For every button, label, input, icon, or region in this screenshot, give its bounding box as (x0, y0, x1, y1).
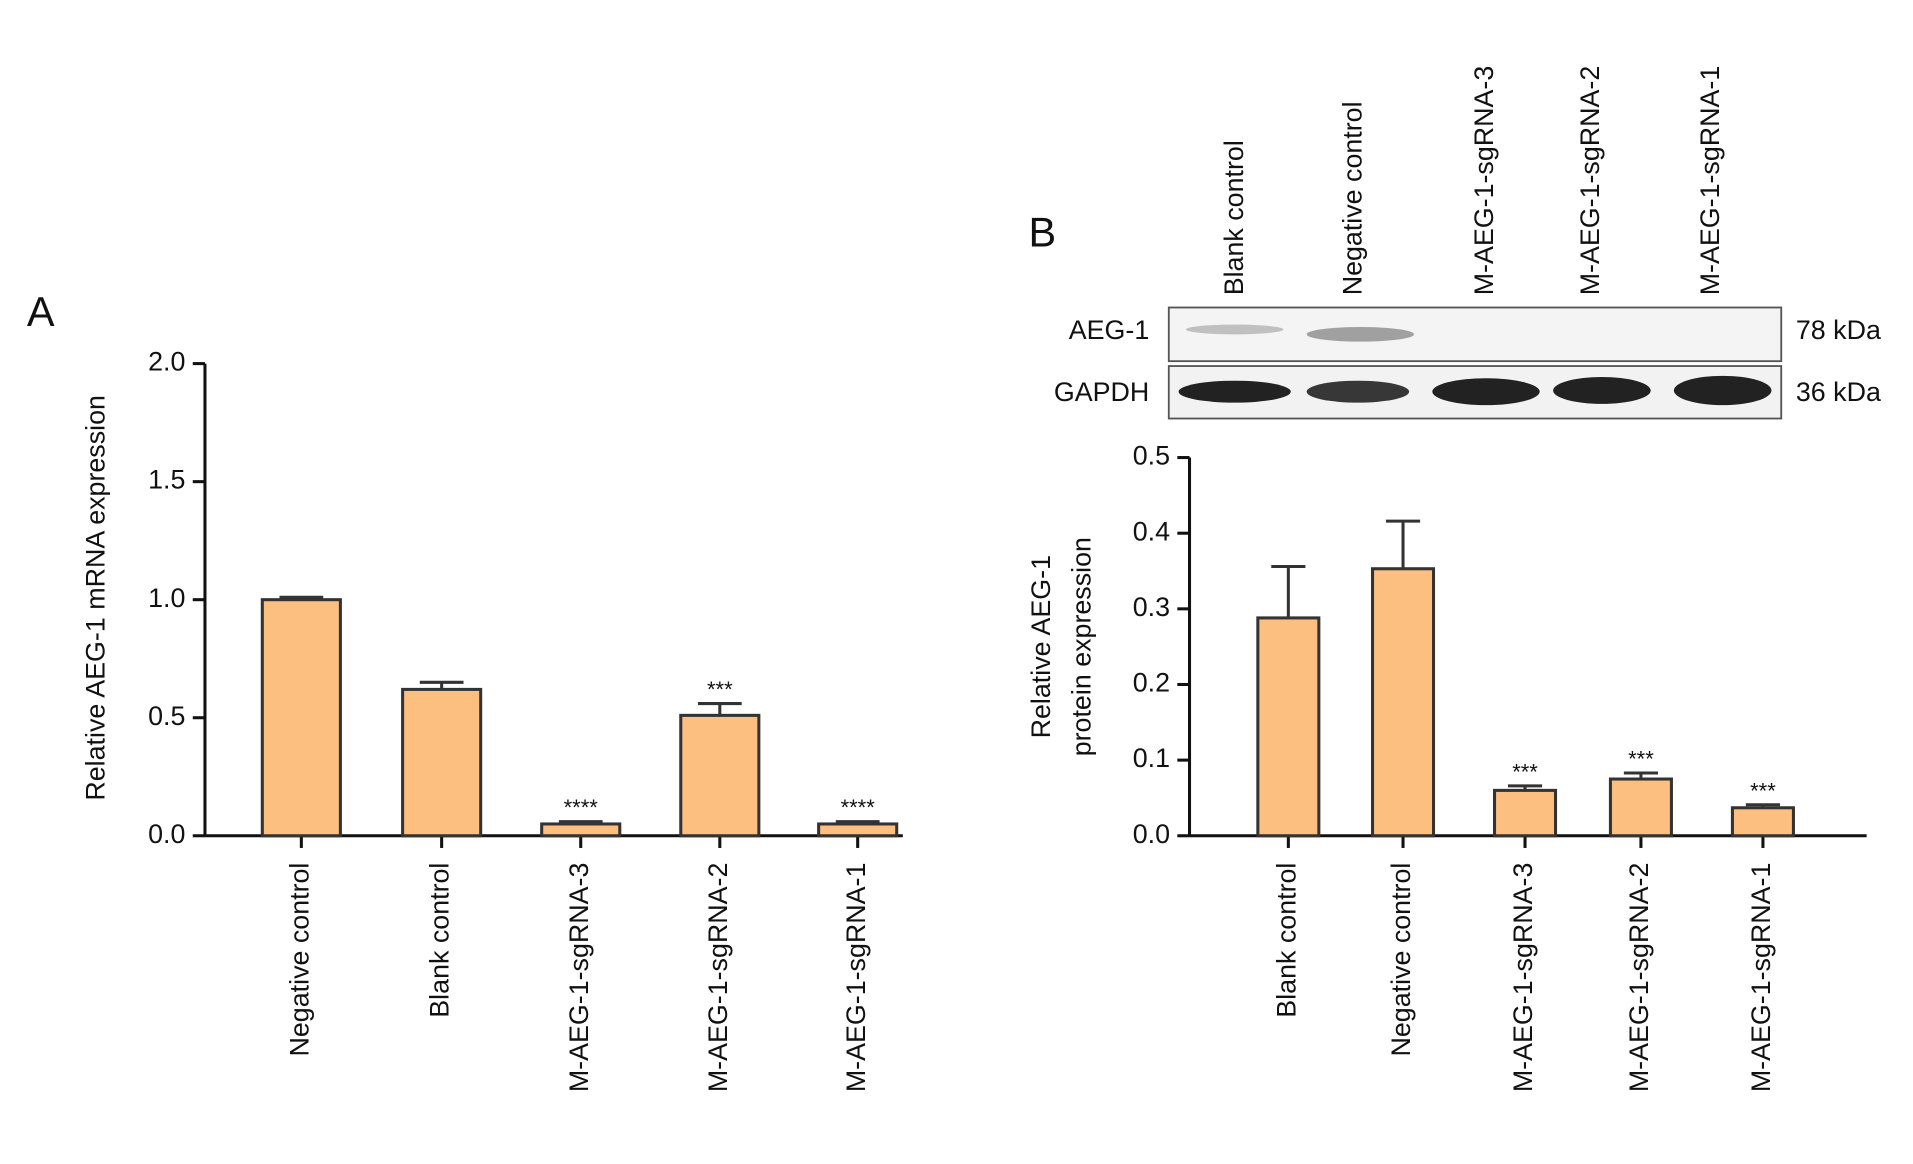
blot-row-label: AEG-1 (1069, 315, 1150, 345)
lane-label: Negative control (1337, 101, 1367, 295)
y-tick-label: 0.0 (148, 819, 185, 849)
y-axis-label: Relative AEG-1 (1026, 555, 1056, 738)
y-tick-label: 0.2 (1133, 668, 1170, 698)
x-tick-label: Blank control (1271, 863, 1301, 1018)
lane-label: M-AEG-1-sgRNA-1 (1695, 66, 1725, 296)
x-tick-label: M-AEG-1-sgRNA-1 (841, 863, 871, 1093)
y-tick-label: 0.5 (148, 701, 185, 731)
blot-size-label: 36 kDa (1796, 377, 1881, 407)
y-tick-label: 0.0 (1133, 819, 1170, 849)
significance-label: *** (1512, 759, 1538, 784)
bar (817, 822, 899, 838)
x-tick-label: Negative control (284, 863, 314, 1057)
blot-row-label: GAPDH (1054, 377, 1149, 407)
y-tick-label: 0.5 (1133, 441, 1170, 471)
y-tick-label: 0.1 (1133, 743, 1170, 773)
significance-label: *** (1628, 747, 1654, 772)
y-tick-label: 1.0 (148, 583, 185, 613)
y-tick-label: 2.0 (148, 347, 185, 377)
significance-label: **** (564, 795, 599, 820)
bar (540, 822, 622, 838)
y-tick-label: 0.3 (1133, 592, 1170, 622)
y-tick-label: 0.4 (1133, 516, 1170, 546)
blot-box (1167, 306, 1783, 363)
panel-label: B (1028, 208, 1056, 255)
bar (401, 687, 483, 838)
lane-label: Blank control (1219, 140, 1249, 295)
x-tick-label: Blank control (425, 863, 455, 1018)
bar (1608, 777, 1673, 838)
x-tick-label: M-AEG-1-sgRNA-2 (703, 863, 733, 1093)
x-tick-label: M-AEG-1-sgRNA-2 (1624, 863, 1654, 1093)
significance-label: **** (841, 795, 876, 820)
significance-label: *** (707, 677, 733, 702)
bar (1256, 616, 1321, 838)
x-tick-label: M-AEG-1-sgRNA-3 (1508, 863, 1538, 1093)
y-axis-label: Relative AEG-1 mRNA expression (81, 395, 111, 801)
bar (679, 713, 761, 838)
lane-label: M-AEG-1-sgRNA-3 (1469, 66, 1499, 296)
blot-bands (1178, 324, 1772, 406)
x-tick-label: M-AEG-1-sgRNA-3 (564, 863, 594, 1093)
bar (260, 598, 342, 838)
y-tick-label: 1.5 (148, 465, 185, 495)
panel-label: A (27, 288, 55, 335)
x-tick-label: M-AEG-1-sgRNA-1 (1746, 863, 1776, 1093)
blot-size-label: 78 kDa (1796, 315, 1881, 345)
bar (1730, 806, 1795, 838)
bar (1493, 788, 1558, 838)
significance-label: *** (1750, 778, 1776, 803)
y-axis-label: protein expression (1066, 537, 1096, 756)
bar (1371, 567, 1436, 838)
lane-label: M-AEG-1-sgRNA-2 (1575, 66, 1605, 296)
x-tick-label: Negative control (1386, 863, 1416, 1057)
